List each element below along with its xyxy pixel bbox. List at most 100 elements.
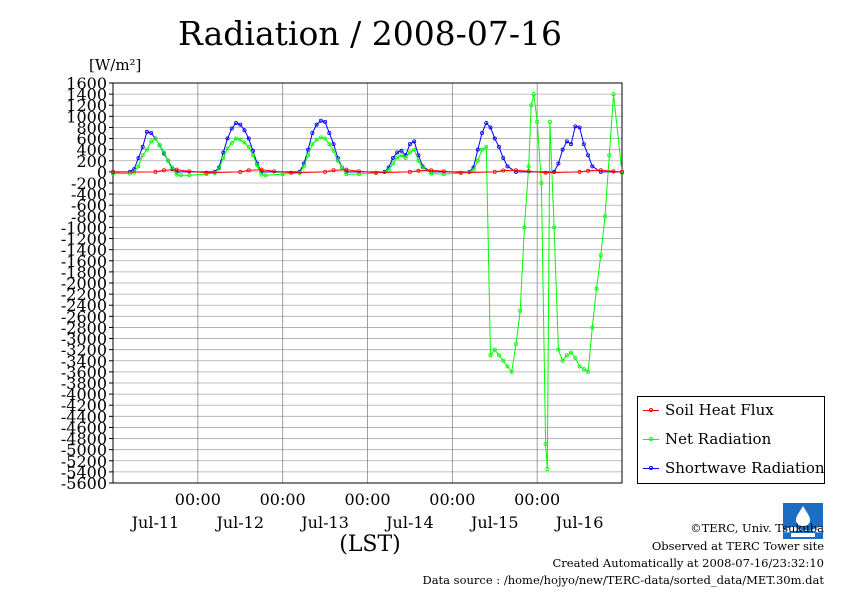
series-line	[113, 93, 623, 470]
data-point	[153, 136, 158, 141]
series-layer	[111, 92, 625, 472]
data-point	[475, 158, 480, 163]
data-point	[136, 164, 141, 169]
data-point	[246, 168, 251, 173]
data-point	[496, 353, 501, 358]
data-point	[229, 140, 234, 145]
legend: Soil Heat Flux Net Radiation Shortwave R…	[637, 396, 825, 484]
data-point	[407, 142, 412, 147]
data-point	[496, 144, 501, 149]
y-tick-label: -5000	[61, 441, 107, 460]
data-point	[492, 136, 497, 141]
data-point	[161, 168, 166, 173]
data-point	[357, 169, 362, 174]
x-date-label: Jul-16	[554, 513, 604, 532]
y-tick-label: 0	[97, 163, 107, 182]
data-point	[598, 168, 603, 173]
data-point	[323, 169, 328, 174]
y-tick-label: -2200	[61, 285, 107, 304]
data-point	[250, 153, 255, 158]
y-tick-label: -3200	[61, 341, 107, 360]
y-tick-label: -1400	[61, 241, 107, 260]
y-tick-label: -200	[71, 174, 107, 193]
y-axis-ticks: 16001400120010008006004002000-200-400-60…	[61, 74, 113, 493]
data-point	[335, 158, 340, 163]
data-point	[560, 358, 565, 363]
data-point	[509, 369, 514, 374]
data-point	[598, 253, 603, 258]
data-point	[480, 130, 485, 135]
data-point	[149, 139, 154, 144]
y-tick-label: 1600	[66, 74, 107, 93]
data-point	[620, 170, 625, 175]
y-tick-label: -1600	[61, 252, 107, 271]
data-point	[603, 214, 608, 219]
data-point	[531, 92, 536, 97]
data-point	[272, 169, 277, 174]
data-point	[225, 146, 230, 151]
data-point	[161, 150, 166, 155]
data-point	[331, 168, 336, 173]
data-point	[140, 144, 145, 149]
data-point	[306, 153, 311, 158]
y-tick-label: -2000	[61, 274, 107, 293]
data-point	[522, 225, 527, 230]
data-point	[441, 169, 446, 174]
data-point	[429, 168, 434, 173]
data-point	[492, 347, 497, 352]
data-point	[573, 124, 578, 129]
data-point	[187, 173, 192, 178]
data-point	[259, 167, 264, 172]
data-point	[373, 170, 378, 175]
data-point	[340, 165, 345, 170]
y-tick-label: -4200	[61, 396, 107, 415]
data-point	[518, 308, 523, 313]
y-tick-label: -3800	[61, 374, 107, 393]
data-point	[535, 119, 540, 124]
x-tick-label: 00:00	[260, 490, 306, 509]
credit-created: Created Automatically at 2008-07-16/23:3…	[552, 556, 825, 570]
data-point	[420, 165, 425, 170]
data-point	[187, 169, 192, 174]
data-point	[221, 150, 226, 155]
y-tick-label: -400	[71, 185, 107, 204]
data-point	[144, 147, 149, 152]
data-point	[386, 168, 391, 173]
legend-label-soil-heat-flux: Soil Heat Flux	[665, 401, 774, 419]
legend-swatch-soil-heat-flux	[643, 404, 659, 416]
data-point	[547, 119, 552, 124]
data-point	[166, 158, 171, 163]
x-tick-label: 00:00	[175, 490, 221, 509]
data-point	[280, 172, 285, 177]
data-point	[390, 161, 395, 166]
legend-swatch-net-radiation	[643, 433, 659, 445]
data-point	[412, 147, 417, 152]
data-point	[564, 353, 569, 358]
data-point	[246, 136, 251, 141]
y-tick-label: 200	[76, 152, 107, 171]
data-point	[314, 137, 319, 142]
data-point	[529, 103, 534, 108]
data-point	[170, 165, 175, 170]
y-tick-label: -4000	[61, 385, 107, 404]
data-point	[357, 172, 362, 177]
data-point	[611, 169, 616, 174]
series-soil-heat-flux	[111, 167, 625, 175]
data-point	[412, 139, 417, 144]
data-point	[611, 92, 616, 97]
data-point	[441, 172, 446, 177]
x-date-label: Jul-11	[130, 513, 180, 532]
x-date-label: Jul-13	[299, 513, 349, 532]
y-tick-label: -1200	[61, 230, 107, 249]
y-tick-label: -2800	[61, 318, 107, 337]
x-date-label: Jul-15	[469, 513, 519, 532]
data-point	[174, 172, 179, 177]
data-point	[586, 153, 591, 158]
data-point	[556, 347, 561, 352]
y-tick-label: 1200	[66, 96, 107, 115]
credit-copyright: ©TERC, Univ. Tsukuba	[690, 521, 824, 535]
data-point	[471, 168, 476, 173]
y-tick-label: -1800	[61, 263, 107, 282]
legend-label-net-radiation: Net Radiation	[665, 430, 772, 448]
